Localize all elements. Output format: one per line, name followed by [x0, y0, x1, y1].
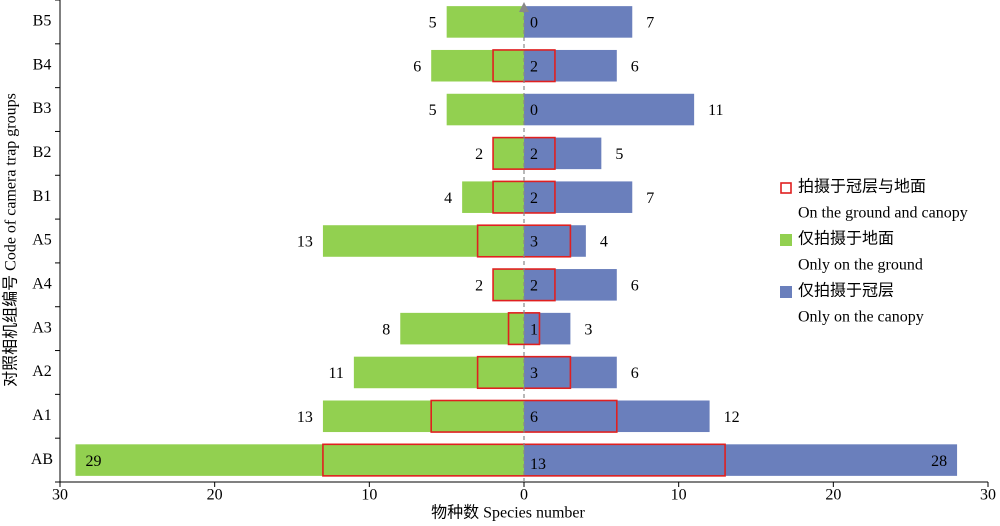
- data-label: 7: [646, 190, 654, 207]
- data-label: 4: [444, 190, 452, 207]
- data-label: 2: [530, 58, 538, 75]
- x-tick-label: 20: [825, 487, 841, 504]
- bar: [524, 444, 958, 476]
- bar: [400, 312, 524, 345]
- data-label: 3: [530, 234, 538, 251]
- y-tick-label: B2: [33, 144, 52, 161]
- x-axis-title: 物种数 Species number: [431, 504, 585, 522]
- data-label: 0: [530, 102, 538, 119]
- bar: [446, 93, 524, 126]
- data-label: 6: [631, 58, 639, 75]
- bar: [353, 356, 524, 389]
- data-label: 3: [530, 365, 538, 382]
- data-label: 2: [530, 190, 538, 207]
- data-label: 13: [297, 409, 313, 426]
- bar: [493, 269, 524, 301]
- legend-swatch: [780, 234, 792, 246]
- bar: [524, 225, 586, 257]
- bar: [446, 6, 524, 38]
- bar: [524, 93, 695, 126]
- y-tick-label: AB: [31, 451, 53, 468]
- data-label: 4: [600, 234, 608, 251]
- legend-label: 拍摄于冠层与地面: [798, 178, 926, 196]
- y-tick-label: A5: [32, 232, 52, 249]
- legend-label: Only on the ground: [798, 257, 923, 274]
- y-tick-label: B3: [33, 100, 52, 117]
- data-label: 6: [413, 58, 421, 75]
- bar: [524, 181, 633, 213]
- data-label: 28: [931, 453, 947, 470]
- x-tick-label: 10: [671, 487, 687, 504]
- data-label: 11: [328, 365, 343, 382]
- bar: [493, 137, 524, 170]
- data-label: 0: [530, 15, 538, 32]
- data-label: 8: [382, 321, 390, 338]
- data-label: 2: [530, 277, 538, 294]
- y-tick-label: B4: [33, 56, 52, 73]
- x-tick-label: 0: [520, 487, 528, 504]
- bar: [524, 137, 602, 170]
- data-label: 1: [530, 321, 538, 338]
- x-tick-label: 30: [52, 487, 68, 504]
- bar: [75, 444, 524, 476]
- x-tick-label: 10: [361, 487, 377, 504]
- data-label: 6: [631, 277, 639, 294]
- data-label: 5: [615, 146, 623, 163]
- legend-label: Only on the canopy: [798, 309, 924, 326]
- zero-arrow: [519, 2, 529, 12]
- data-label: 6: [631, 365, 639, 382]
- y-tick-label: B1: [33, 188, 52, 205]
- data-label: 7: [646, 15, 654, 32]
- data-label: 11: [708, 102, 723, 119]
- data-label: 2: [530, 146, 538, 163]
- data-label: 5: [429, 15, 437, 32]
- data-label: 2: [475, 277, 483, 294]
- bar: [322, 225, 524, 257]
- data-label: 29: [85, 453, 101, 470]
- bar: [524, 312, 571, 345]
- legend-swatch: [780, 286, 792, 298]
- legend-label: 仅拍摄于冠层: [798, 282, 894, 300]
- y-tick-label: B5: [33, 13, 52, 30]
- legend-swatch: [780, 182, 792, 194]
- data-label: 12: [724, 409, 740, 426]
- legend-label: On the ground and canopy: [798, 205, 968, 222]
- x-tick-label: 20: [207, 487, 223, 504]
- data-label: 2: [475, 146, 483, 163]
- bar: [524, 6, 633, 38]
- y-axis-title: 对照相机组编号 Code of camera trap groups: [2, 93, 20, 387]
- legend-label: 仅拍摄于地面: [798, 230, 894, 248]
- y-tick-label: A1: [32, 407, 52, 424]
- y-tick-label: A4: [32, 275, 52, 292]
- data-label: 3: [584, 321, 592, 338]
- bar: [431, 49, 524, 82]
- bar: [524, 49, 617, 82]
- x-tick-label: 30: [980, 487, 996, 504]
- data-label: 5: [429, 102, 437, 119]
- data-label: 6: [530, 409, 538, 426]
- y-tick-label: A2: [32, 363, 52, 380]
- bar: [322, 400, 524, 433]
- y-tick-label: A3: [32, 319, 52, 336]
- data-label: 13: [530, 456, 546, 473]
- bar: [524, 269, 617, 301]
- data-label: 13: [297, 234, 313, 251]
